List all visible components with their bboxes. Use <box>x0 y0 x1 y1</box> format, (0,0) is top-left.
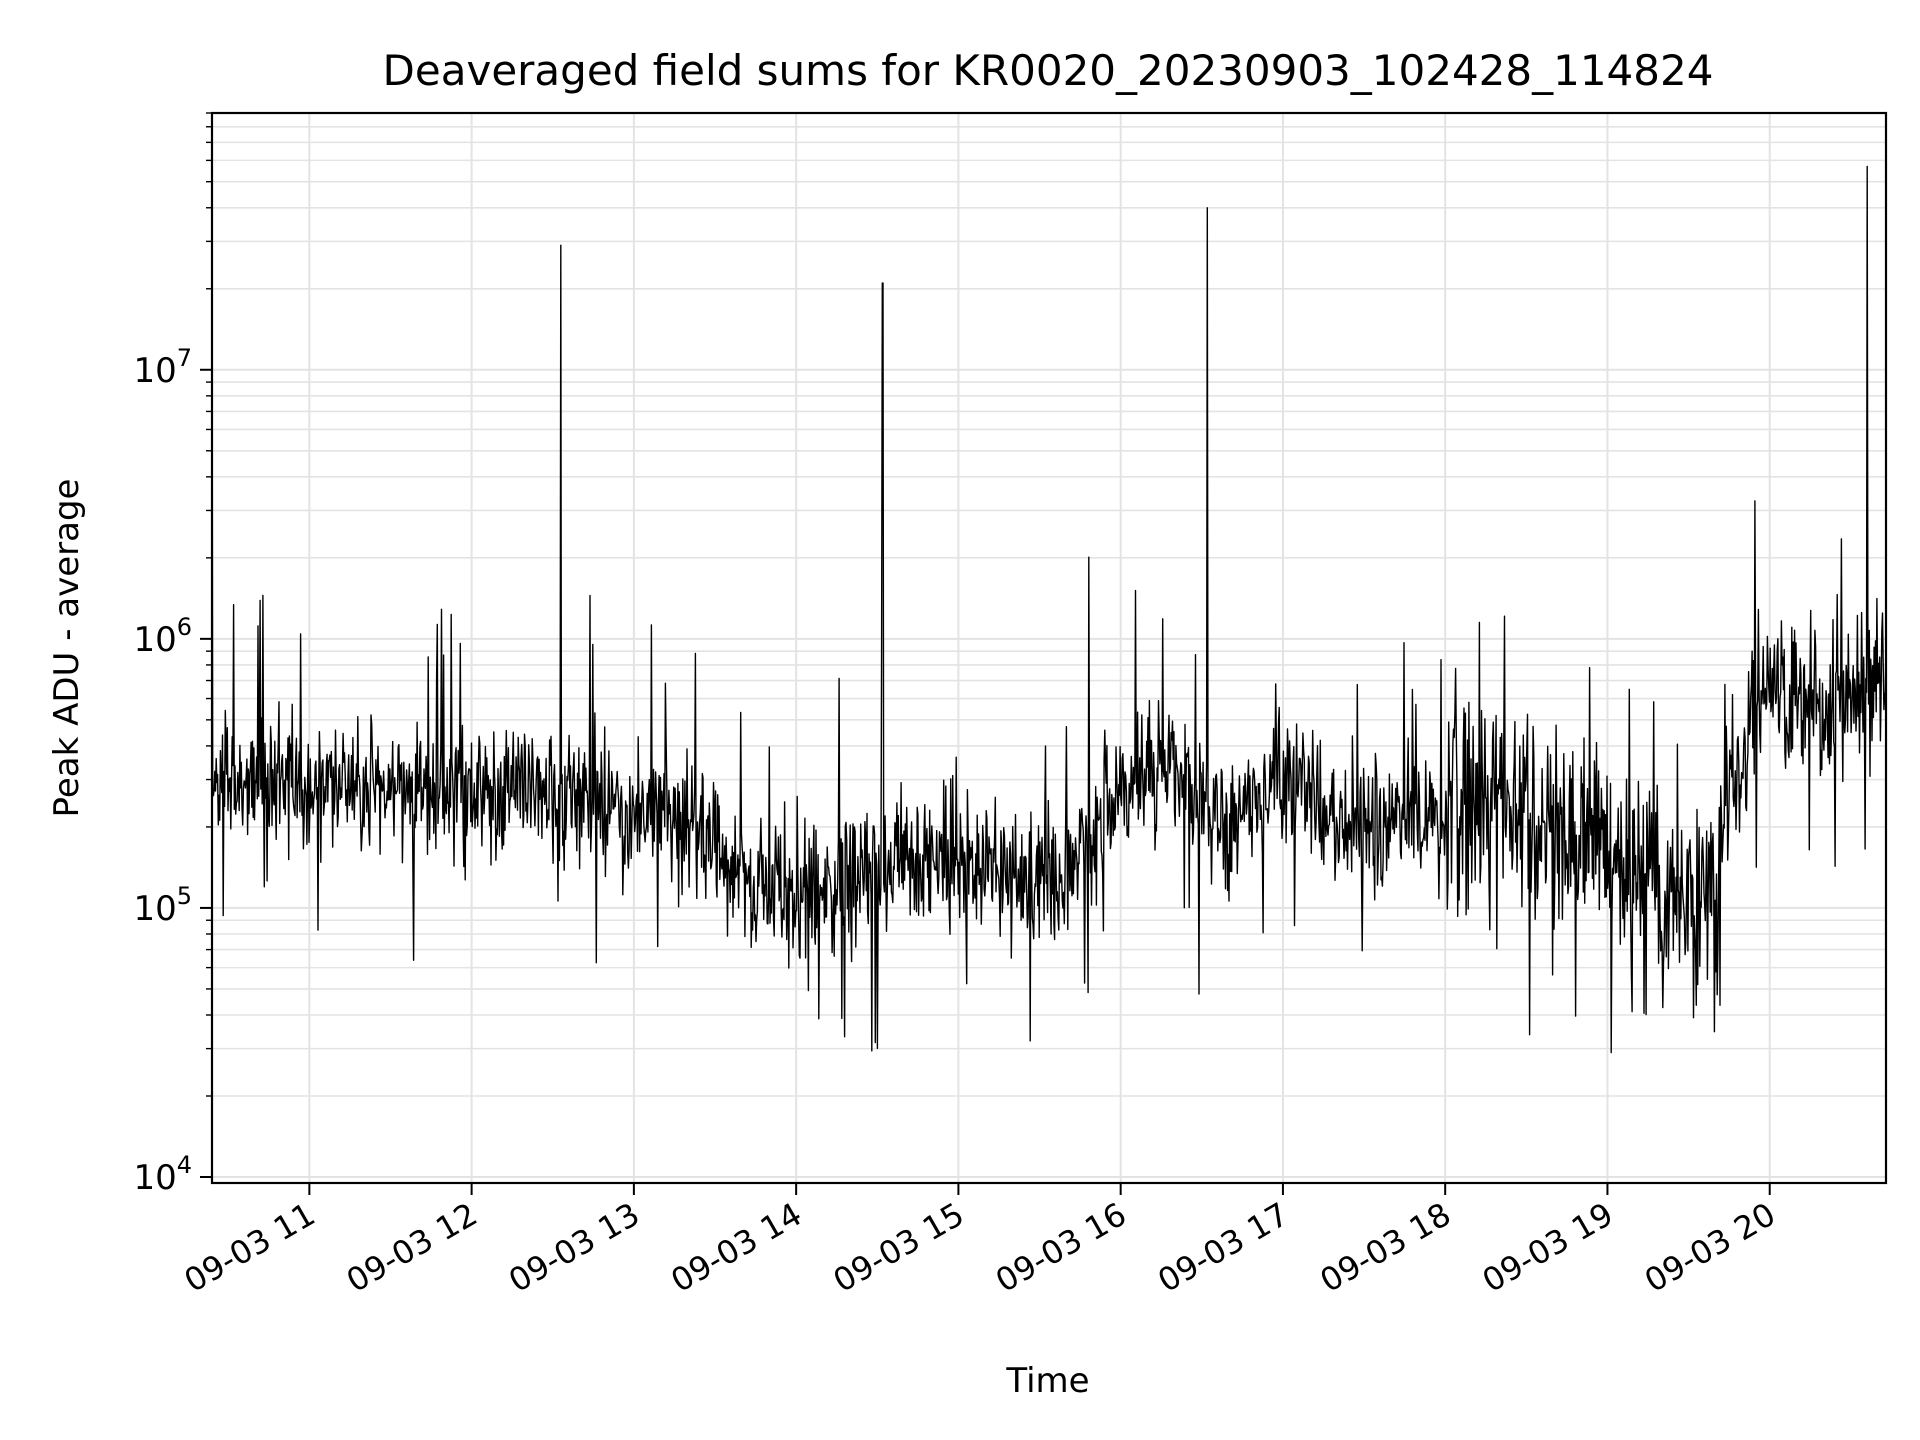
y-axis-label: Peak ADU - average <box>47 479 87 818</box>
data-series-line <box>211 165 1887 1054</box>
x-axis-label: Time <box>1005 1361 1089 1401</box>
plot-area-frame <box>210 111 1888 1185</box>
y-tick-label: 104 <box>133 1151 192 1198</box>
series-layer <box>211 165 1887 1054</box>
y-tick-label: 105 <box>133 882 192 929</box>
chart-title: Deaveraged field sums for KR0020_2023090… <box>383 46 1714 95</box>
y-tick-label: 106 <box>133 613 192 660</box>
y-tick-label: 107 <box>133 344 192 391</box>
